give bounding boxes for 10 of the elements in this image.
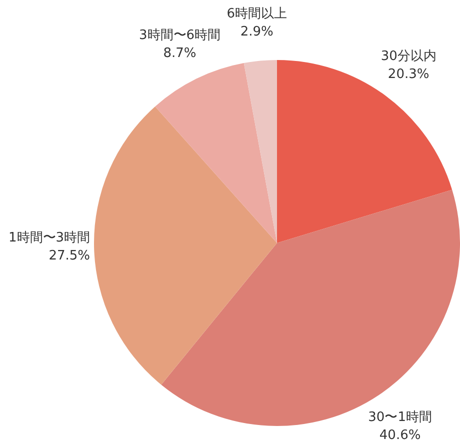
slice-label: 3時間〜6時間 bbox=[139, 28, 221, 43]
slice-label: 30〜1時間 bbox=[368, 410, 432, 425]
data-label: 2.9% bbox=[240, 24, 274, 40]
data-label: 27.5% bbox=[48, 248, 90, 264]
data-label: 40.6% bbox=[379, 428, 421, 443]
slice-label: 30分以内 bbox=[380, 48, 436, 64]
slice-label: 6時間以上 bbox=[226, 6, 288, 22]
slice-label: 1時間〜3時間 bbox=[8, 230, 90, 246]
data-label: 20.3% bbox=[388, 66, 430, 82]
data-label: 8.7% bbox=[163, 46, 196, 61]
